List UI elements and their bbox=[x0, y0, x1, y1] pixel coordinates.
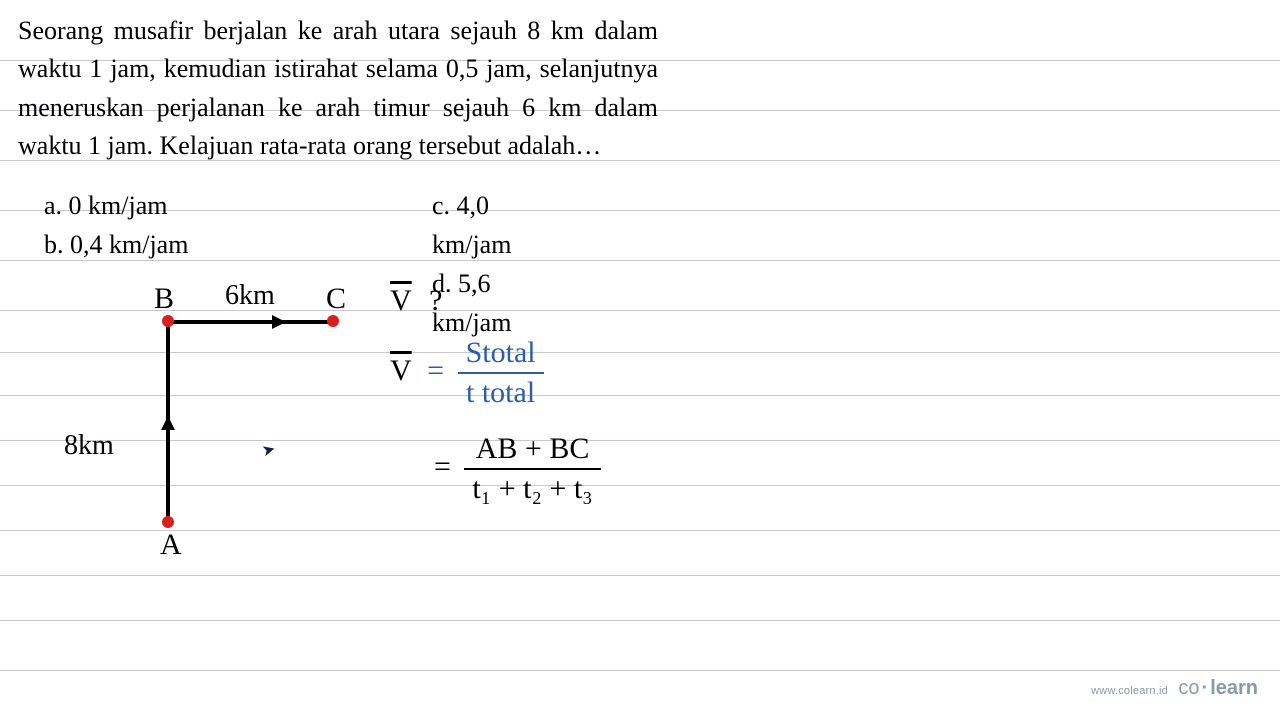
question-text: Seorang musafir berjalan ke arah utara s… bbox=[18, 12, 658, 166]
work-line-3: = AB + BC t₁ + t₂ + t₃ bbox=[434, 432, 601, 506]
step2-numerator: AB + BC bbox=[464, 432, 600, 468]
formula-numerator: Stotal bbox=[458, 336, 544, 372]
work-line-1: V ? bbox=[390, 284, 443, 318]
footer: www.colearn.id co·learn bbox=[1091, 677, 1258, 700]
symbol-vbar: V bbox=[390, 284, 412, 318]
point-c-dot bbox=[327, 315, 339, 327]
option-c: c. 4,0 km/jam bbox=[432, 186, 511, 264]
options-block: a. 0 km/jam b. 0,4 km/jam c. 4,0 km/jam … bbox=[44, 186, 188, 264]
footer-brand: co·learn bbox=[1178, 677, 1258, 699]
symbol-vbar-2: V bbox=[390, 354, 412, 388]
footer-url: www.colearn.id bbox=[1091, 685, 1168, 697]
option-d: d. 5,6 km/jam bbox=[432, 264, 511, 342]
option-b: b. 0,4 km/jam bbox=[44, 225, 188, 264]
label-distance-ab: 8km bbox=[64, 430, 114, 462]
vector-diagram: 6km B C 8km A bbox=[60, 280, 380, 580]
formula-fraction: Stotal t total bbox=[458, 336, 544, 410]
arrow-ab bbox=[161, 416, 175, 430]
work-line-2: V = Stotal t total bbox=[390, 336, 544, 410]
brand-dot: · bbox=[1202, 677, 1209, 699]
symbol-question: ? bbox=[429, 284, 442, 317]
brand-left: co bbox=[1178, 677, 1199, 699]
point-a-dot bbox=[162, 516, 174, 528]
step2-fraction: AB + BC t₁ + t₂ + t₃ bbox=[464, 432, 600, 506]
arrow-bc bbox=[272, 315, 286, 329]
label-point-b: B bbox=[154, 282, 174, 316]
line-bc bbox=[166, 320, 336, 324]
eq-sign-1: = bbox=[427, 354, 444, 387]
option-a: a. 0 km/jam bbox=[44, 186, 188, 225]
step2-denominator: t₁ + t₂ + t₃ bbox=[464, 468, 600, 506]
question-block: Seorang musafir berjalan ke arah utara s… bbox=[18, 12, 658, 166]
label-distance-bc: 6km bbox=[225, 280, 275, 312]
brand-right: learn bbox=[1210, 677, 1258, 699]
point-b-dot bbox=[162, 315, 174, 327]
label-point-a: A bbox=[160, 528, 182, 562]
eq-sign-2: = bbox=[434, 450, 451, 483]
formula-denominator: t total bbox=[458, 372, 544, 410]
label-point-c: C bbox=[326, 282, 346, 316]
